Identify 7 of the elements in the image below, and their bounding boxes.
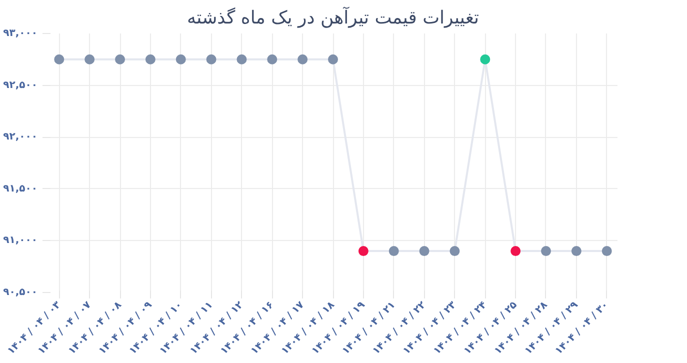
- chart-title: تغییرات قیمت تیرآهن در یک ماه گذشته: [186, 6, 480, 28]
- y-tick-label: ۹۳,۰۰۰: [3, 28, 38, 39]
- y-tick-label: ۹۰,۵۰۰: [3, 287, 38, 298]
- y-tick-label: ۹۱,۵۰۰: [3, 183, 38, 194]
- y-tick-label: ۹۲,۰۰۰: [3, 132, 38, 143]
- y-tick-label: ۹۲,۵۰۰: [3, 80, 38, 91]
- y-tick-label: ۹۱,۰۰۰: [3, 235, 38, 246]
